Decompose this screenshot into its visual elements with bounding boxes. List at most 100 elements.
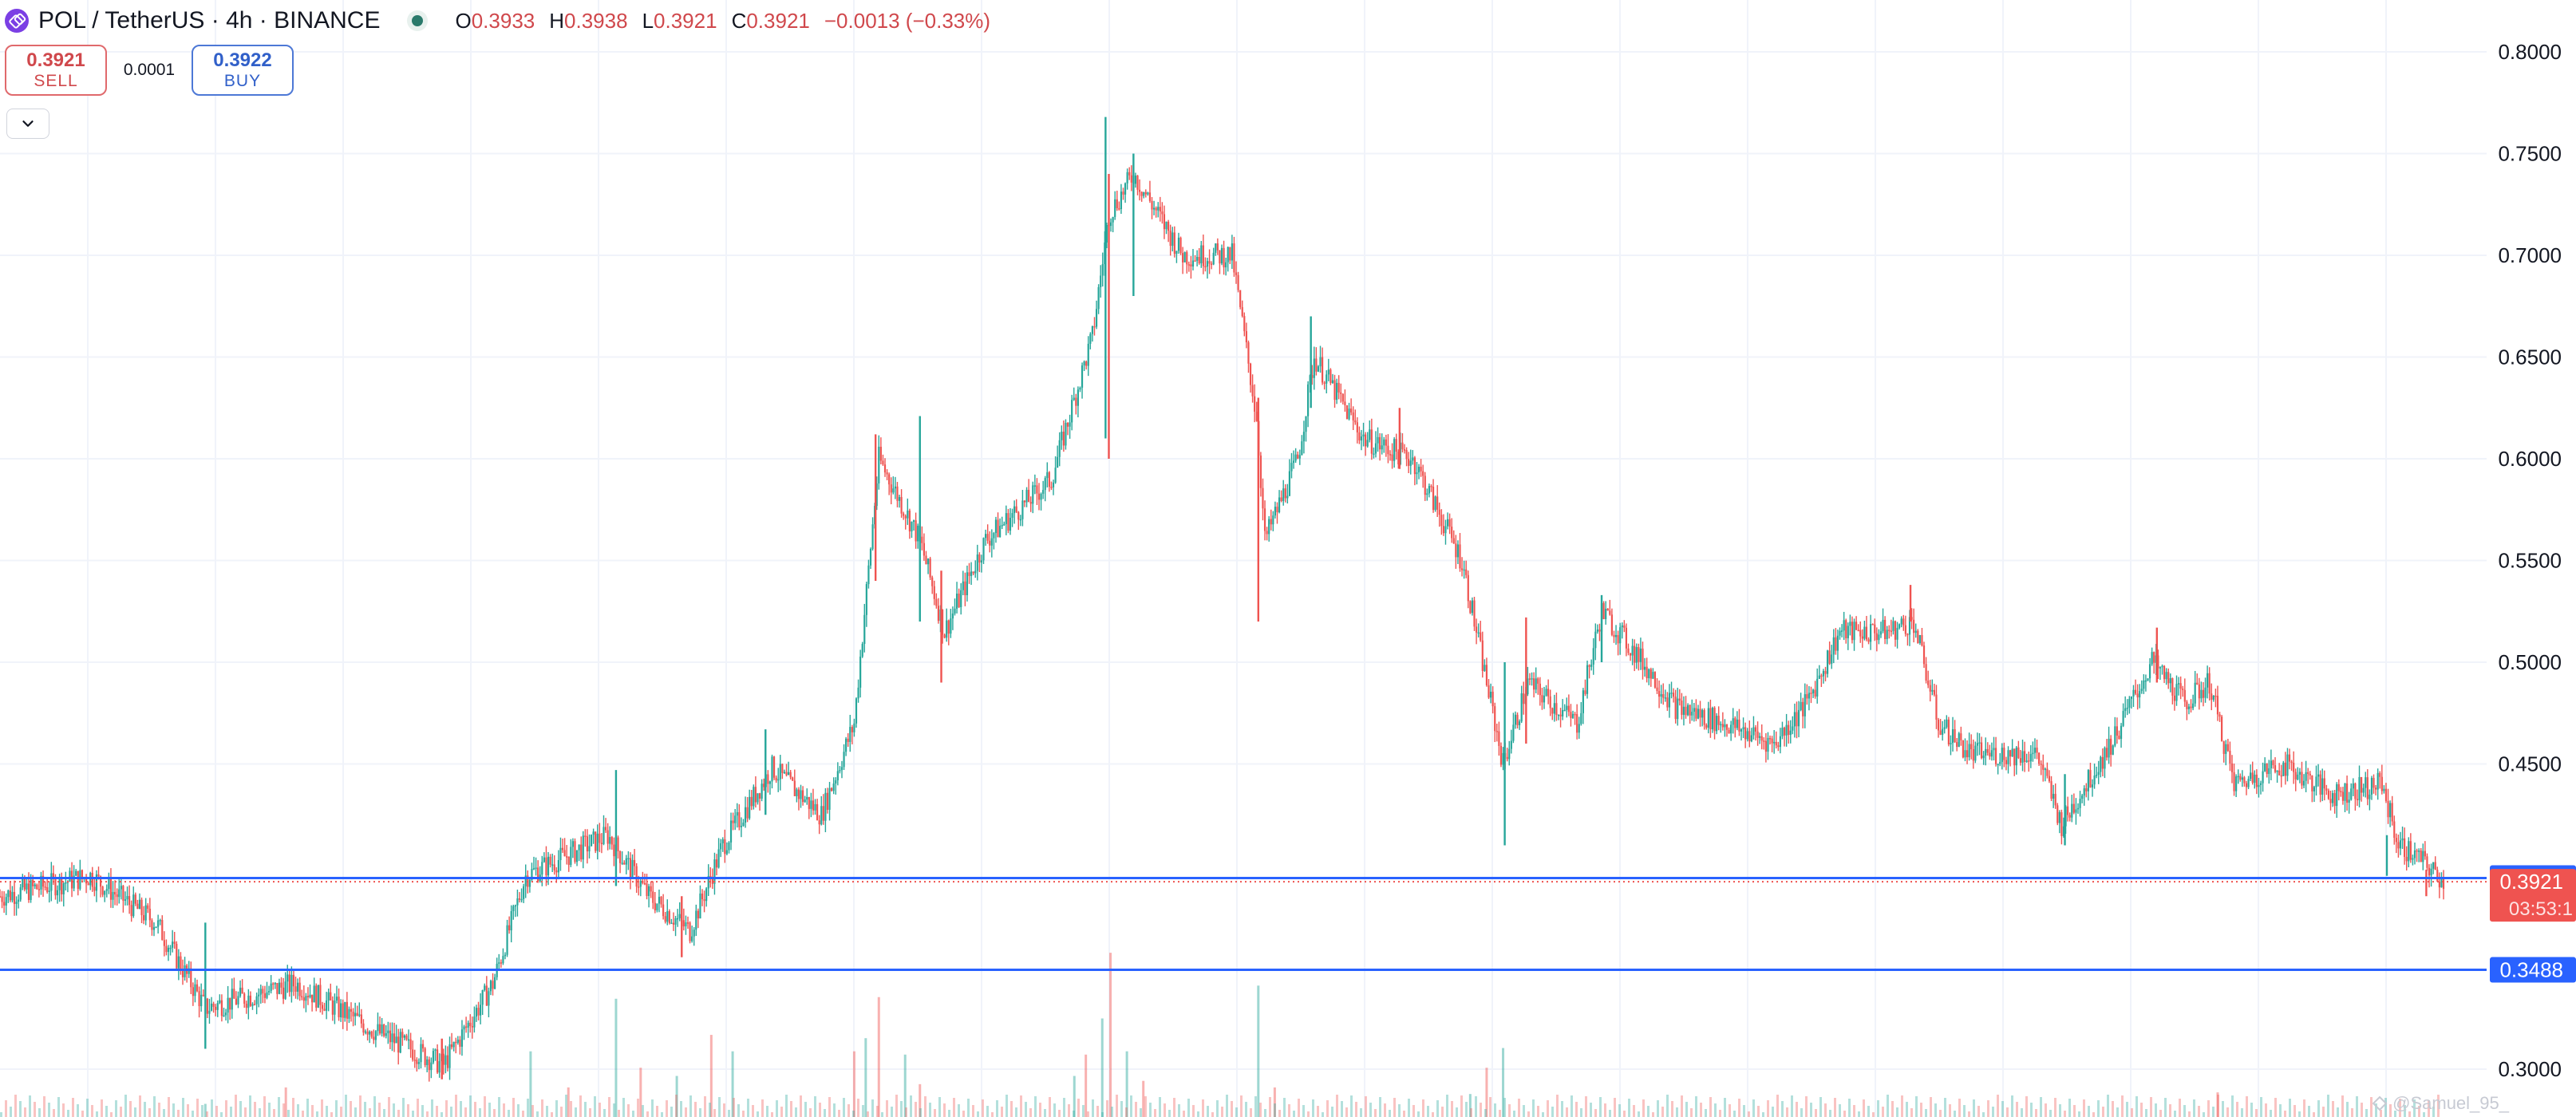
candle-body (1140, 191, 1143, 196)
volume-bar (1623, 1111, 1626, 1117)
candle-body (1716, 716, 1718, 732)
candle-body (1810, 693, 1812, 694)
volume-bar (1819, 1097, 1822, 1117)
candle-body (787, 772, 790, 776)
volume-bar (2394, 1111, 2396, 1117)
candle-body (180, 956, 182, 971)
volume-bar (1068, 1104, 1070, 1117)
candle-body (50, 873, 53, 891)
volume-bar (1231, 1101, 1233, 1117)
volume-bar (1422, 1099, 1424, 1117)
volume-bar (2423, 1112, 2425, 1117)
candle-body (40, 875, 42, 890)
horizontal-lines[interactable] (0, 877, 2487, 972)
candle-body (1528, 678, 1531, 680)
candle-body (1473, 600, 1476, 627)
candle-body (851, 727, 853, 732)
candle-body (1062, 432, 1065, 446)
candle-body (1553, 703, 1555, 714)
candle-body (1818, 675, 1820, 679)
candle-body (1721, 724, 1724, 728)
buy-button[interactable]: 0.3922 BUY (192, 45, 294, 96)
candle-body (2040, 764, 2042, 765)
volume-bar (1149, 1103, 1152, 1117)
candle-body (1779, 736, 1781, 748)
candle-body (555, 870, 558, 873)
candle-body (1744, 727, 1747, 740)
candle-body (865, 584, 867, 615)
candle-body (816, 803, 819, 821)
candle-body (101, 886, 104, 895)
candle-body (2021, 751, 2024, 763)
candle-body (331, 1000, 334, 1015)
candle-body (2096, 775, 2098, 776)
sell-button[interactable]: 0.3921 SELL (5, 45, 107, 96)
candle-body (1555, 703, 1558, 716)
volume-bar (1360, 1108, 1362, 1117)
candle-body (2362, 787, 2365, 793)
candle-body (2083, 788, 2085, 796)
volume-bar (1657, 1100, 1659, 1117)
price-axis[interactable]: 0.80000.75000.70000.65000.60000.55000.50… (2490, 40, 2576, 1081)
candle-body (151, 920, 153, 930)
candle-body (1101, 264, 1104, 276)
candle-body (1446, 519, 1449, 527)
candle-body (239, 987, 242, 997)
candle-body (1484, 665, 1486, 671)
volume-bar (148, 1108, 151, 1117)
candle-body (165, 945, 168, 953)
candle-body (258, 994, 260, 997)
collapse-button[interactable] (6, 109, 49, 139)
volume-bar (350, 1101, 352, 1117)
volume-bar (900, 1101, 903, 1117)
candle-body (1982, 756, 1985, 759)
close-value: 0.3921 (746, 8, 810, 33)
candle-body (1617, 634, 1619, 644)
candle-body (2186, 701, 2188, 709)
volume-bar (2073, 1105, 2076, 1117)
candle-body (1711, 708, 1714, 730)
candle-body (580, 844, 583, 860)
candle-body (378, 1024, 381, 1034)
market-status-icon[interactable] (407, 10, 429, 31)
candle-body (2105, 748, 2108, 758)
candle-body (1882, 619, 1884, 632)
candle-body (1315, 358, 1318, 372)
candle-body (1475, 626, 1478, 633)
volume-bar (790, 1101, 792, 1117)
candle-body (985, 534, 987, 539)
candle-body (1163, 214, 1166, 230)
candle-body (1266, 531, 1268, 535)
candle-body (1951, 729, 1954, 744)
candle-body (58, 877, 61, 890)
symbol-title[interactable]: POL / TetherUS · 4h · BINANCE (38, 7, 381, 34)
candle-body (1660, 693, 1662, 697)
candle-body (0, 896, 2, 898)
volume-bar (211, 1099, 213, 1117)
candle-body (668, 911, 670, 923)
candle-body (1970, 744, 1973, 749)
candle-body (202, 994, 204, 997)
volume-bar (1671, 1101, 1673, 1117)
candle-body (2442, 877, 2445, 890)
volume-bar (1202, 1099, 1204, 1117)
volume-bar (1460, 1095, 1463, 1117)
candle-body (523, 886, 525, 899)
candle-body (1789, 730, 1792, 736)
candle-body (2190, 706, 2192, 708)
candle-body (575, 850, 579, 862)
candle-body (1323, 382, 1326, 384)
candle-body (1387, 445, 1389, 455)
candle-body (91, 872, 93, 887)
volume-bar (689, 1095, 692, 1117)
candle-body (1531, 678, 1533, 680)
candle-body (2399, 840, 2402, 849)
volume-bar (330, 1112, 333, 1117)
candle-body (849, 727, 851, 742)
candle-body (1284, 488, 1286, 499)
volume-bar (177, 1110, 180, 1117)
volume-bar (1499, 1110, 1501, 1117)
volume-bar (675, 1095, 678, 1117)
candle-body (1533, 678, 1535, 690)
